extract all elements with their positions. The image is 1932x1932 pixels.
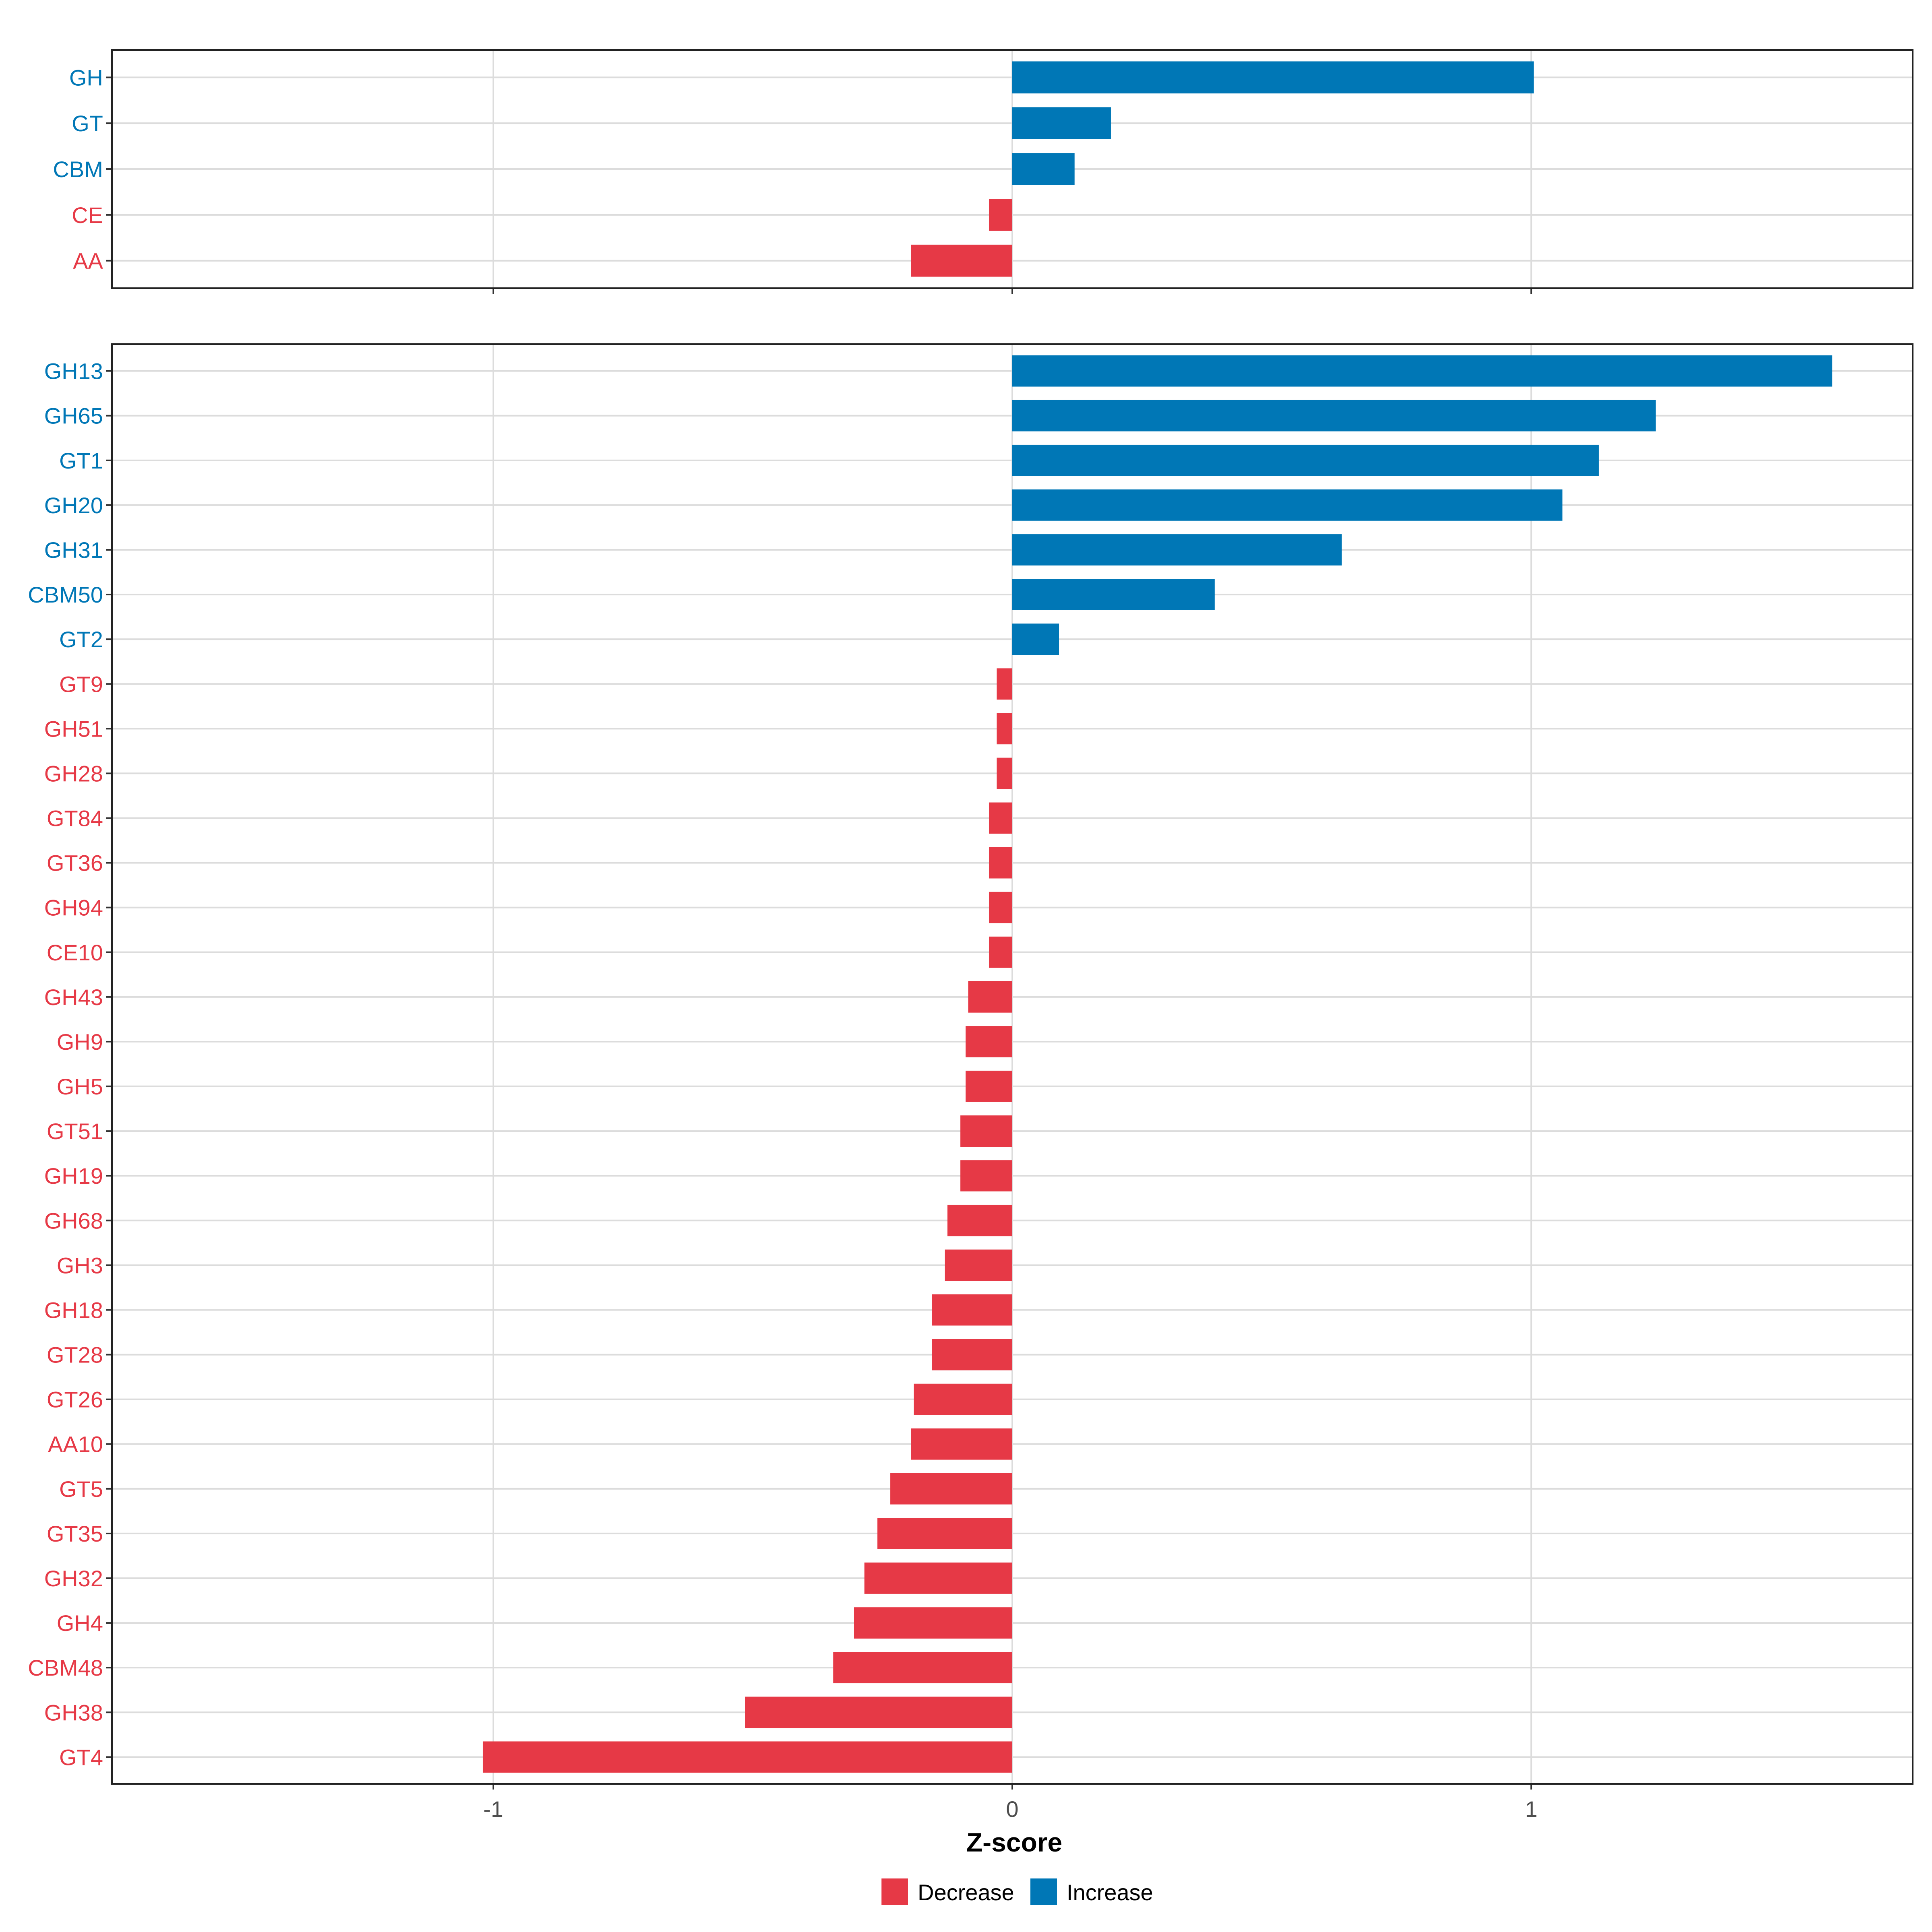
bottom-panel-x-ticks [492,1784,1532,1790]
category-label-gh38: GH38 [44,1700,103,1725]
category-label-gh13: GH13 [44,359,103,384]
bar-gt28 [932,1339,1012,1371]
top-panel-frame [111,49,1913,289]
bar-gt1 [1012,444,1599,476]
category-label-gh43: GH43 [44,985,103,1010]
category-label-gh32: GH32 [44,1566,103,1591]
category-label-gt26: GT26 [47,1387,103,1412]
bottom-panel-bars [483,355,1833,1773]
bottom-panel-frame [111,343,1913,1785]
bar-gh [1012,61,1534,94]
bar-gt5 [890,1473,1012,1505]
category-label-gt9: GT9 [59,671,103,697]
top-panel-category-labels: GH GT CBM CE AA [53,65,103,273]
bar-gt36 [989,847,1012,879]
category-label-gt1: GT1 [59,448,103,473]
category-label-ce: CE [72,202,103,228]
bar-gh3 [945,1249,1012,1281]
bar-gh38 [745,1697,1012,1728]
bar-cbm48 [833,1652,1012,1684]
bar-gt51 [960,1115,1012,1147]
bar-gh20 [1012,489,1563,521]
top-panel: GH GT CBM CE AA [53,49,1913,294]
bar-gt84 [989,802,1012,834]
category-label-aa: AA [73,248,103,274]
category-label-gt5: GT5 [59,1476,103,1502]
bottom-panel-x-tick-labels: -1 0 1 [483,1796,1538,1822]
category-label-gt: GT [72,111,103,136]
bar-gh9 [965,1026,1012,1057]
category-label-gh: GH [69,65,103,90]
bar-ce [989,199,1012,231]
legend-swatch-increase [1030,1878,1057,1905]
category-label-gt35: GT35 [47,1521,103,1546]
bar-gh13 [1012,355,1833,387]
category-label-gh28: GH28 [44,761,103,786]
bar-gt9 [997,668,1012,700]
top-panel-y-ticks [106,76,112,262]
top-panel-bars [911,61,1534,277]
category-label-gh51: GH51 [44,716,103,741]
bar-ce10 [989,936,1012,968]
bar-gh43 [968,981,1012,1013]
category-label-gt28: GT28 [47,1342,103,1368]
bar-cbm50 [1012,579,1215,610]
category-label-gh9: GH9 [57,1029,103,1055]
bar-gh28 [997,758,1012,789]
legend: Decrease Increase [881,1878,1153,1905]
bottom-panel-category-labels: GH13 GH65 GT1 GH20 GH31 CBM50 GT2 GT9 GH51 GH28 GT… [28,359,103,1770]
category-label-cbm50: CBM50 [28,582,103,607]
category-label-gt51: GT51 [47,1119,103,1144]
bar-gh94 [989,892,1012,923]
bar-gh51 [997,713,1012,745]
bar-gh5 [965,1071,1012,1102]
bar-gh31 [1012,534,1342,566]
bar-gh68 [947,1205,1012,1236]
category-label-gt4: GT4 [59,1744,103,1770]
bar-aa10 [911,1428,1012,1460]
category-label-cbm48: CBM48 [28,1655,103,1680]
x-tick-label--1: -1 [483,1796,504,1822]
category-label-gh3: GH3 [57,1253,103,1278]
category-label-gh18: GH18 [44,1297,103,1323]
category-label-gt84: GT84 [47,806,103,831]
bar-aa [911,244,1012,277]
category-label-gh65: GH65 [44,403,103,429]
category-label-aa10: AA10 [48,1432,103,1457]
bar-gh18 [932,1294,1012,1326]
x-axis-title: Z-score [966,1827,1062,1857]
bar-gh32 [864,1563,1012,1594]
top-panel-x-ticks [492,288,1532,294]
category-label-ce10: CE10 [47,940,103,965]
category-label-gh94: GH94 [44,895,103,921]
category-label-gh4: GH4 [57,1610,103,1636]
x-tick-label-0: 0 [1006,1796,1018,1822]
bar-gh4 [854,1607,1012,1639]
bar-cbm [1012,153,1075,185]
bar-gt2 [1012,623,1059,655]
bar-gt26 [914,1383,1012,1415]
category-label-gh19: GH19 [44,1163,103,1189]
bar-gh65 [1012,400,1656,431]
category-label-gh68: GH68 [44,1208,103,1233]
category-label-gh20: GH20 [44,493,103,518]
bottom-panel-y-ticks [106,370,112,1758]
legend-swatch-decrease [881,1878,908,1905]
category-label-gt36: GT36 [47,850,103,876]
category-label-gh5: GH5 [57,1074,103,1099]
legend-label-decrease: Decrease [918,1880,1014,1905]
category-label-gh31: GH31 [44,537,103,563]
legend-label-increase: Increase [1067,1880,1153,1905]
bar-gt35 [877,1518,1012,1549]
category-label-gt2: GT2 [59,627,103,652]
bottom-panel: GH13GH65GT1GH20GH31CBM50GT2GT9GH51GH28GT… [28,343,1913,1822]
category-label-cbm: CBM [53,157,103,182]
x-tick-label-1: 1 [1525,1796,1538,1822]
bar-gh19 [960,1160,1012,1192]
bar-gt4 [483,1741,1012,1773]
bar-gt [1012,107,1111,139]
